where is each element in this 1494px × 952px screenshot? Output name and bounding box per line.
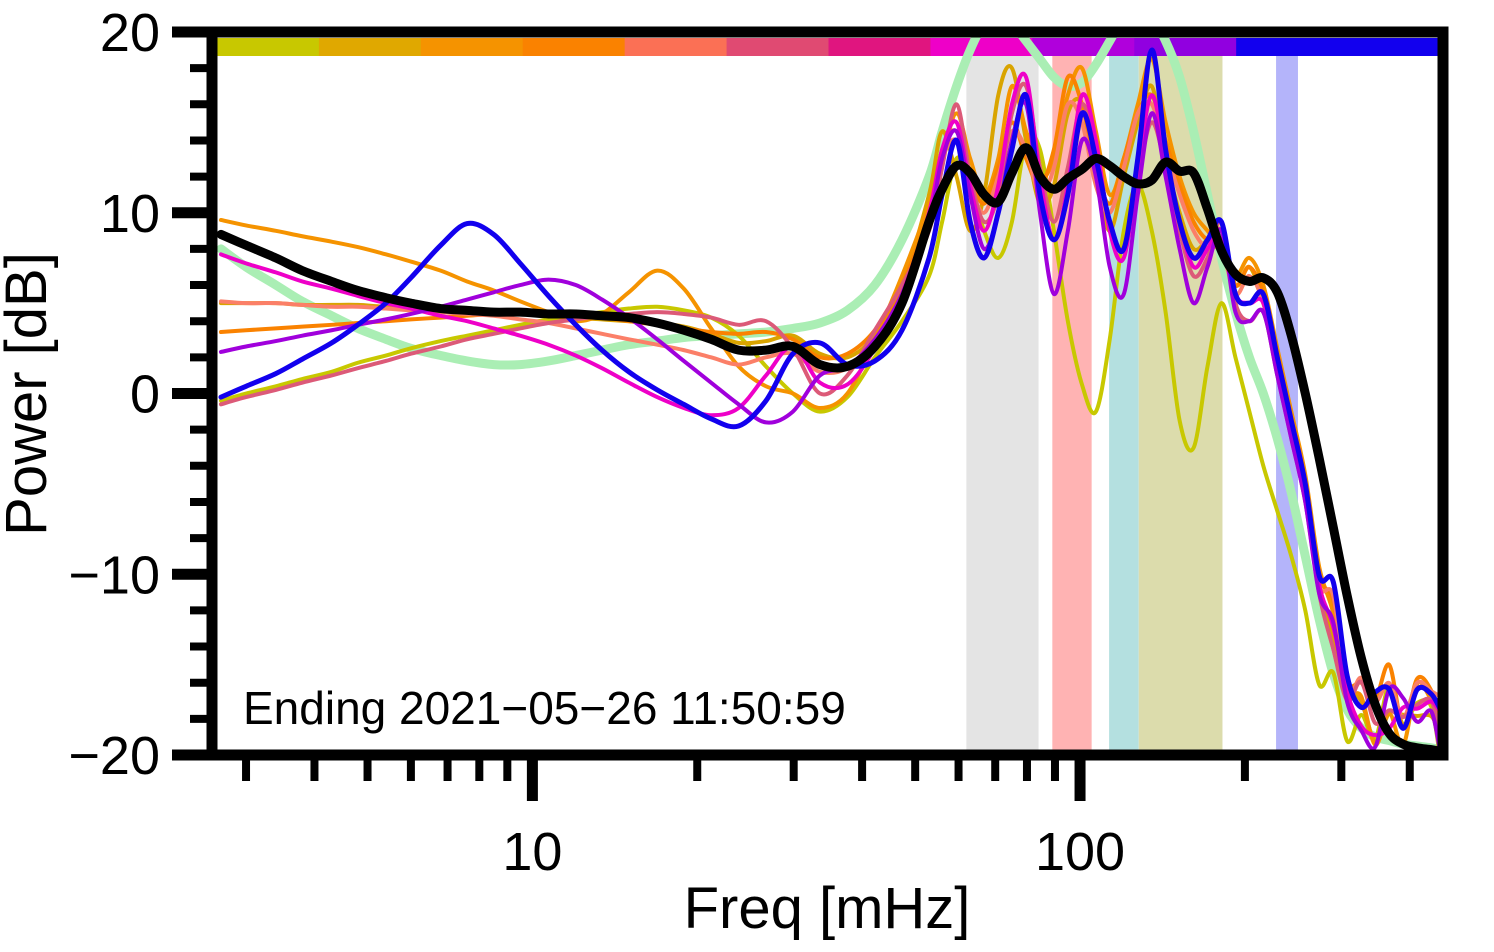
colorbar-segment (1338, 38, 1441, 56)
spectrum-blue (218, 47, 1438, 731)
y-tick-label: 20 (100, 3, 160, 63)
band-cyan (1109, 38, 1139, 755)
y-axis-ticks (172, 26, 209, 761)
axes-frame (206, 26, 1449, 761)
annotation-ending-timestamp: Ending 2021−05−26 11:50:59 (243, 682, 846, 734)
colorbar-segment (420, 38, 524, 56)
colorbar-segment (624, 38, 728, 56)
colorbar-segment (828, 38, 932, 56)
y-axis-tick-labels: 20 10 0 −10 −20 (68, 3, 160, 786)
y-tick-label: 0 (130, 365, 160, 425)
colorbar-segment (1032, 38, 1135, 56)
colorbar-segment (1236, 38, 1339, 56)
colorbar-segment (726, 38, 830, 56)
x-axis-tick-labels: 10 100 (502, 822, 1125, 882)
y-tick-label: −20 (68, 726, 160, 786)
spectrum-lightgreen (217, 37, 1438, 750)
x-axis-ticks (242, 758, 1414, 801)
colorbar-segment (318, 38, 422, 56)
x-tick-label: 100 (1035, 822, 1125, 882)
x-tick-label: 10 (502, 822, 562, 882)
colorbar-segment (1134, 38, 1237, 56)
mean-spectrum (217, 143, 1438, 750)
y-tick-label: −10 (68, 545, 160, 605)
colorbar-segment (930, 38, 1033, 56)
spectra-series-group (217, 37, 1438, 750)
spectrum-olive (218, 132, 1438, 750)
colorbar-segment (217, 38, 320, 56)
y-axis-label: Power [dB] (0, 252, 59, 536)
y-tick-label: 10 (100, 184, 160, 244)
top-colorbar (217, 38, 1441, 56)
colorbar-segment (522, 38, 626, 56)
band-khaki (1138, 38, 1223, 755)
x-axis-label: Freq [mHz] (684, 876, 971, 941)
